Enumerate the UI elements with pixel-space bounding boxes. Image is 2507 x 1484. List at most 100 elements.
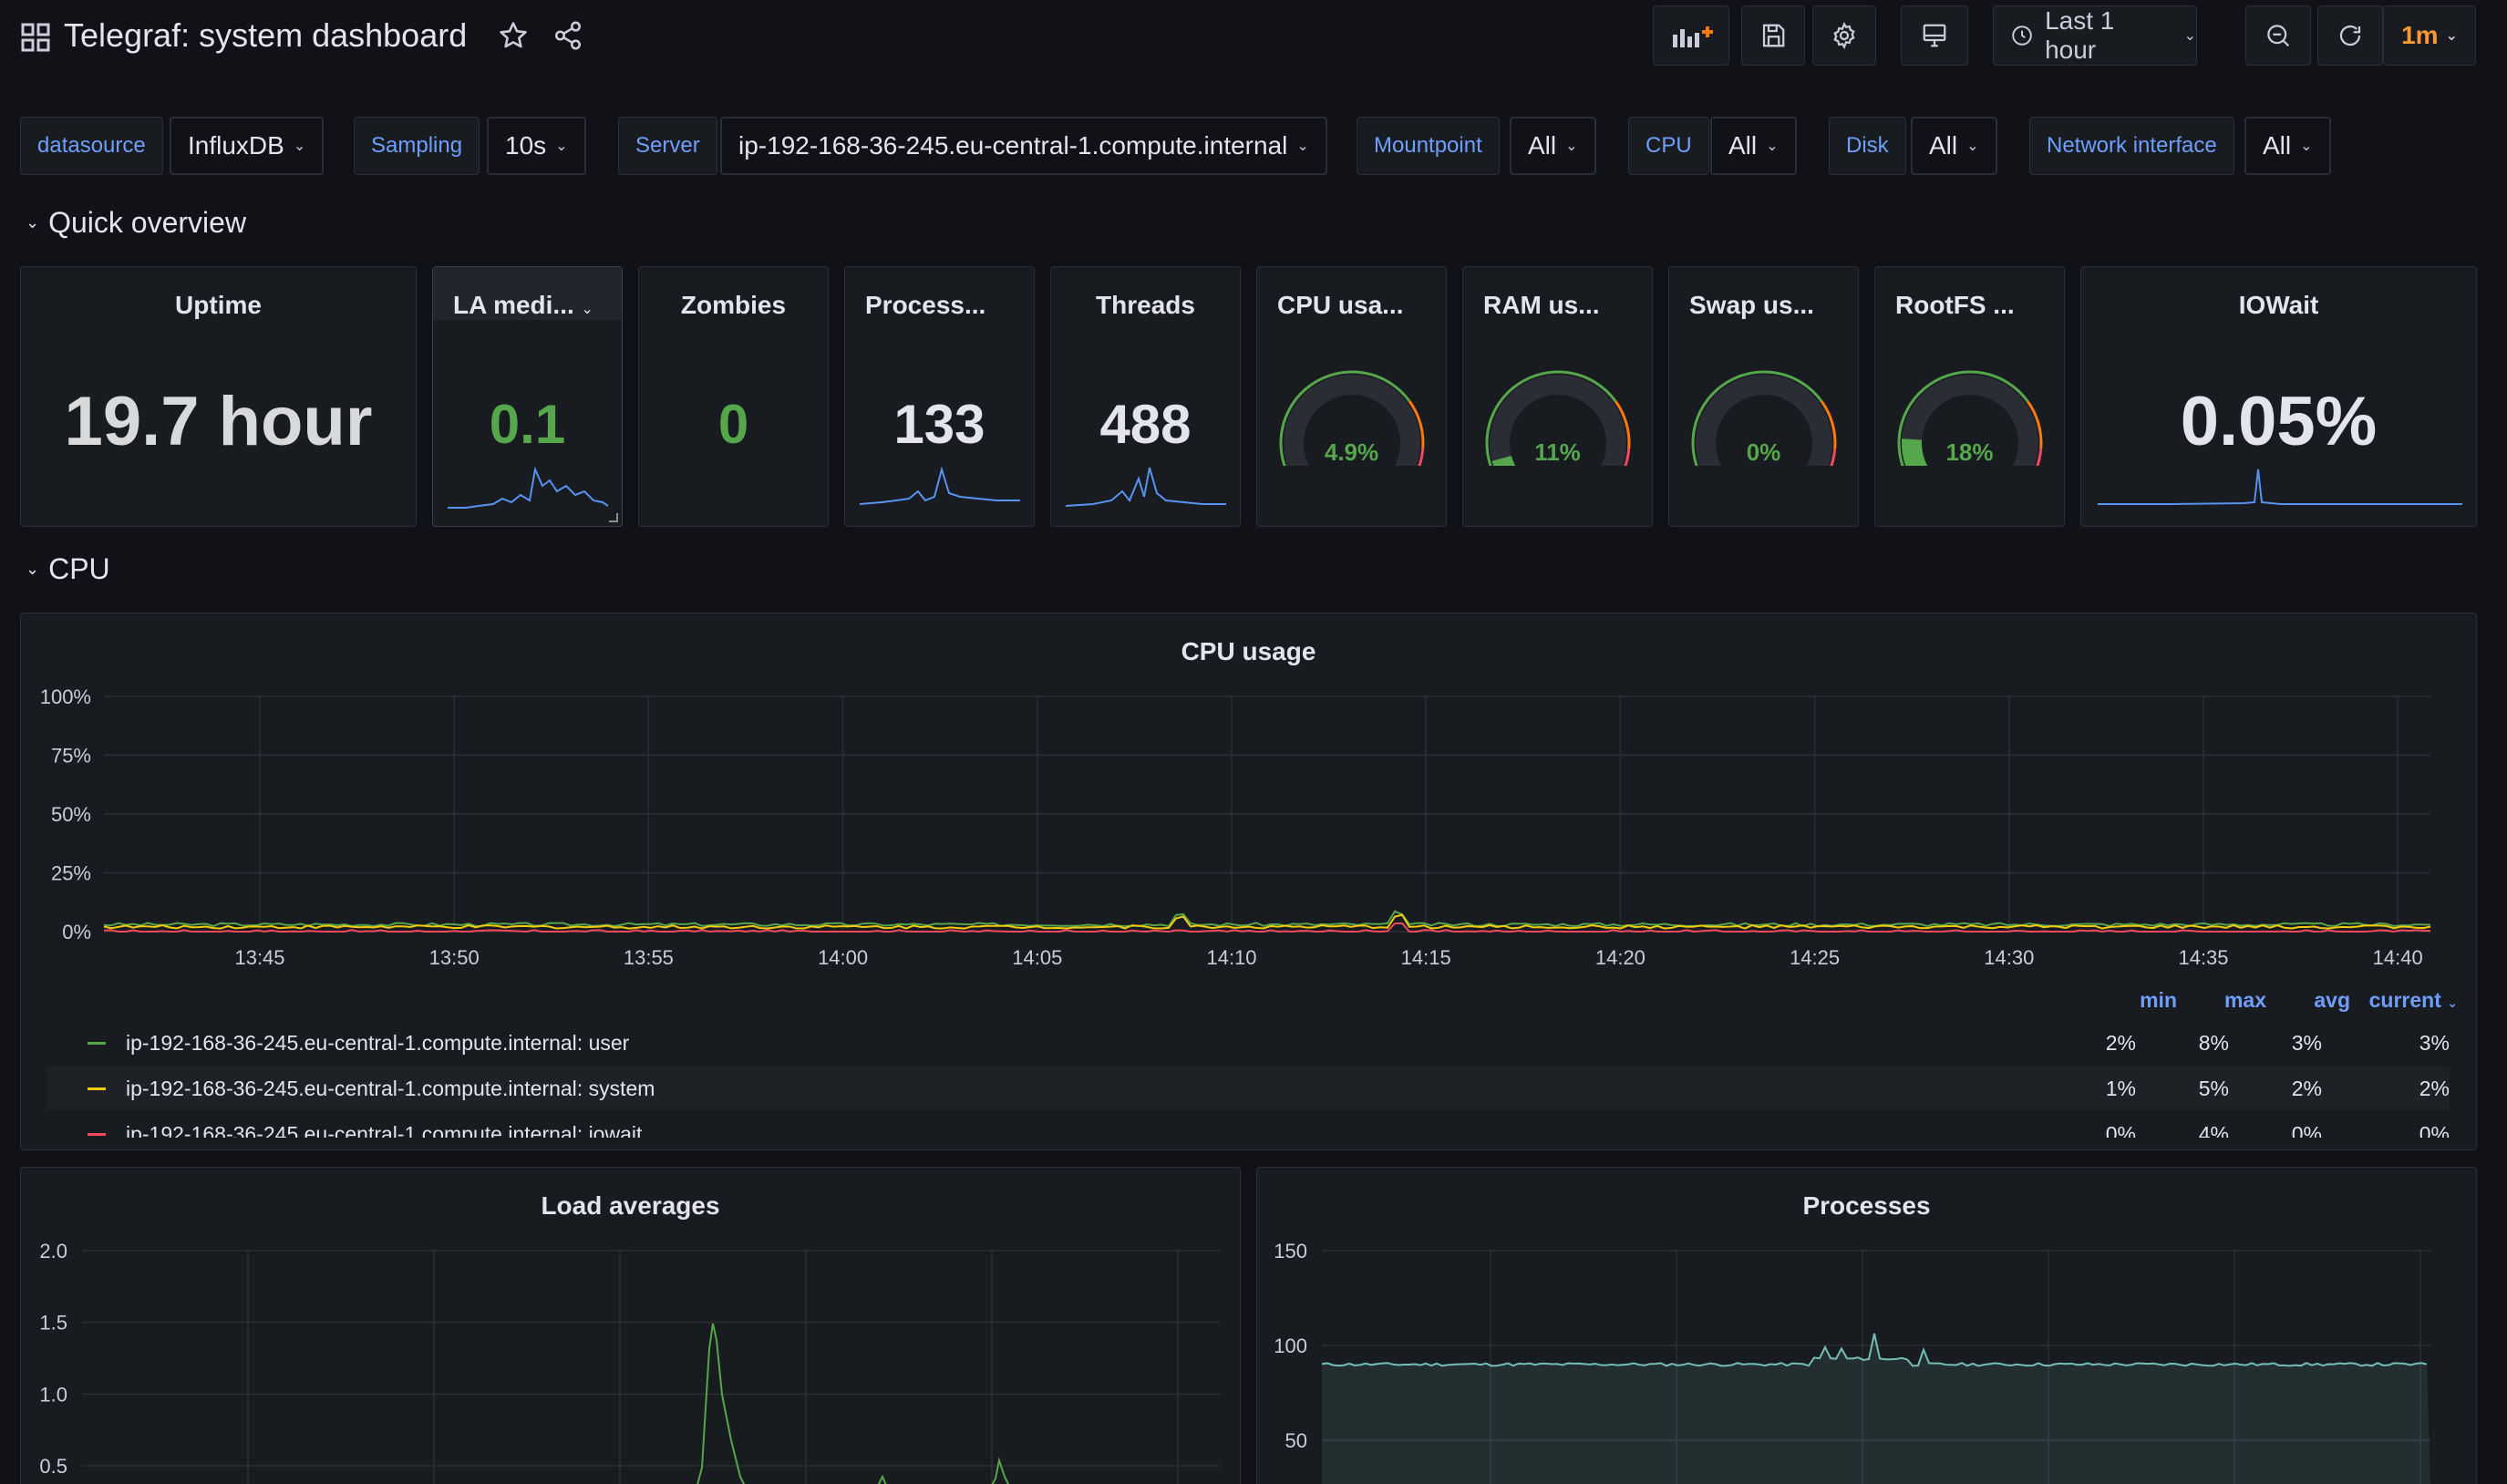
- star-icon[interactable]: [498, 20, 529, 56]
- variable-select-sampling[interactable]: 10s ⌄: [487, 117, 586, 175]
- chevron-down-icon: ⌄: [1966, 139, 1979, 154]
- panel-la-medium[interactable]: LA medi... ⌄ 0.1: [432, 266, 623, 527]
- series-line-user: [103, 910, 2431, 928]
- panel-title: CPU usa...: [1277, 291, 1404, 319]
- legend-row[interactable]: ip-192-168-36-245.eu-central-1.compute.i…: [47, 1067, 2450, 1110]
- stat-value: 133: [893, 394, 985, 455]
- variable-select-disk[interactable]: All ⌄: [1911, 117, 1997, 175]
- refresh-interval-label: 1m: [2401, 21, 2439, 49]
- panel-iowait[interactable]: IOWait 0.05%: [2080, 266, 2477, 527]
- resize-handle-icon[interactable]: [609, 513, 618, 522]
- x-tick-label: 13:45: [234, 946, 284, 969]
- legend-header-avg[interactable]: avg: [2314, 988, 2350, 1012]
- y-tick-label: 50%: [51, 803, 91, 826]
- save-icon: [1762, 24, 1785, 47]
- y-tick-label: 2.0: [39, 1240, 67, 1262]
- gauge-value: 4.9%: [1324, 438, 1379, 466]
- legend-swatch: [88, 1132, 106, 1136]
- variable-value: All: [1728, 131, 1758, 160]
- series-line-iowait: [103, 922, 2431, 933]
- save-dashboard-button[interactable]: [1741, 5, 1805, 66]
- y-tick-label: 25%: [51, 862, 91, 885]
- y-tick-label: 50: [1285, 1429, 1307, 1452]
- series-line-load1: [696, 1323, 1010, 1484]
- legend-header-min[interactable]: min: [2140, 988, 2177, 1012]
- add-panel-button[interactable]: [1653, 5, 1729, 66]
- panel-title: Processes: [1802, 1191, 1931, 1220]
- legend-header-current[interactable]: current ⌄: [2368, 988, 2458, 1012]
- time-range-picker[interactable]: Last 1 hour ⌄: [1993, 5, 2197, 66]
- variable-select-datasource[interactable]: InfluxDB ⌄: [170, 117, 325, 175]
- time-range-label: Last 1 hour: [2045, 6, 2115, 64]
- panel-processes-stat[interactable]: Process... 133: [844, 266, 1035, 527]
- row-header-cpu[interactable]: ⌄ CPU: [26, 552, 110, 586]
- variable-label-network-interface: Network interface: [2029, 117, 2234, 175]
- dashboard-grid-icon[interactable]: [20, 22, 51, 53]
- panel-ram-gauge[interactable]: RAM us... 11%: [1462, 266, 1653, 527]
- panel-zombies[interactable]: Zombies 0: [638, 266, 829, 527]
- y-tick-label: 0%: [62, 921, 91, 943]
- panel-title: RootFS ...: [1895, 291, 2015, 319]
- tv-mode-button[interactable]: [1901, 5, 1968, 66]
- panel-rootfs-gauge[interactable]: RootFS ... 18%: [1874, 266, 2065, 527]
- gauge: [1691, 370, 1837, 466]
- legend-header-max[interactable]: max: [2223, 988, 2266, 1012]
- legend-avg: 2%: [2291, 1076, 2322, 1100]
- legend-max: 5%: [2198, 1076, 2229, 1100]
- legend-max: 4%: [2198, 1121, 2229, 1139]
- chevron-down-icon: ⌄: [555, 139, 568, 154]
- share-icon[interactable]: [552, 20, 583, 56]
- legend-clip: ip-192-168-36-245.eu-central-1.compute.i…: [20, 1021, 2477, 1138]
- row-header-quick-overview[interactable]: ⌄ Quick overview: [26, 206, 246, 240]
- variable-select-server[interactable]: ip-192-168-36-245.eu-central-1.compute.i…: [720, 117, 1327, 175]
- variable-select-cpu[interactable]: All ⌄: [1710, 117, 1797, 175]
- stat-value: 0.05%: [2180, 383, 2378, 460]
- panel-cpu-gauge[interactable]: CPU usa... 4.9%: [1256, 266, 1447, 527]
- gauge: [1279, 370, 1425, 466]
- variable-select-mountpoint[interactable]: All ⌄: [1510, 117, 1596, 175]
- zoom-out-button[interactable]: [2245, 5, 2311, 66]
- panel-uptime[interactable]: Uptime 19.7 hour: [20, 266, 417, 527]
- variable-select-network-interface[interactable]: All ⌄: [2244, 117, 2331, 175]
- variable-label-server: Server: [618, 117, 717, 175]
- x-tick-label: 14:35: [2178, 946, 2228, 969]
- legend-row[interactable]: ip-192-168-36-245.eu-central-1.compute.i…: [47, 1021, 2450, 1065]
- y-tick-label: 0.5: [39, 1455, 67, 1478]
- x-tick-label: 14:05: [1012, 946, 1062, 969]
- legend-series-name: ip-192-168-36-245.eu-central-1.compute.i…: [126, 1030, 630, 1055]
- x-tick-label: 13:55: [624, 946, 674, 969]
- gauge: [1897, 370, 2043, 466]
- x-tick-label: 14:20: [1595, 946, 1646, 969]
- panel-processes[interactable]: Processes: [1256, 1167, 2477, 1484]
- panel-header-hover[interactable]: [433, 267, 622, 320]
- chevron-down-icon: ⌄: [2447, 995, 2458, 1010]
- gauge-threshold-green: [1485, 370, 1617, 466]
- refresh-interval-picker[interactable]: 1m ⌄: [2383, 5, 2476, 66]
- legend-swatch: [88, 1041, 106, 1045]
- panel-swap-gauge[interactable]: Swap us... 0%: [1668, 266, 1859, 527]
- panel-threads[interactable]: Threads 488: [1050, 266, 1241, 527]
- refresh-button[interactable]: [2317, 5, 2383, 66]
- cpu-usage-chart: 0% 25% 50% 75% 100% 13:45 13:50 13:55 14:00 14:05…: [40, 685, 2431, 969]
- stat-value: 0.1: [489, 394, 566, 455]
- stat-value: 19.7 hour: [64, 383, 373, 460]
- monitor-icon: [1923, 24, 1946, 47]
- variable-value: All: [1929, 131, 1958, 160]
- dashboard-title[interactable]: Telegraf: system dashboard: [64, 16, 468, 54]
- legend-current: 2%: [2419, 1076, 2450, 1100]
- sparkline: [1066, 467, 1226, 507]
- gauge-track: [1284, 375, 1420, 466]
- chevron-down-icon: ⌄: [1296, 139, 1309, 154]
- legend-avg: 3%: [2291, 1030, 2322, 1055]
- legend-row[interactable]: ip-192-168-36-245.eu-central-1.compute.i…: [47, 1112, 2450, 1138]
- gauge-threshold-red: [1830, 448, 1837, 466]
- legend-min: 0%: [2105, 1121, 2136, 1139]
- chevron-down-icon: ⌄: [2183, 28, 2196, 44]
- settings-button[interactable]: [1812, 5, 1876, 66]
- variable-label-sampling: Sampling: [354, 117, 480, 175]
- y-tick-label: 1.5: [39, 1312, 67, 1335]
- panel-load-averages[interactable]: Load averages: [20, 1167, 1241, 1484]
- processes-chart: 50 100 150: [1274, 1240, 2430, 1484]
- panel-title: Uptime: [175, 291, 262, 319]
- panel-cpu-usage[interactable]: CPU usage: [20, 613, 2477, 1150]
